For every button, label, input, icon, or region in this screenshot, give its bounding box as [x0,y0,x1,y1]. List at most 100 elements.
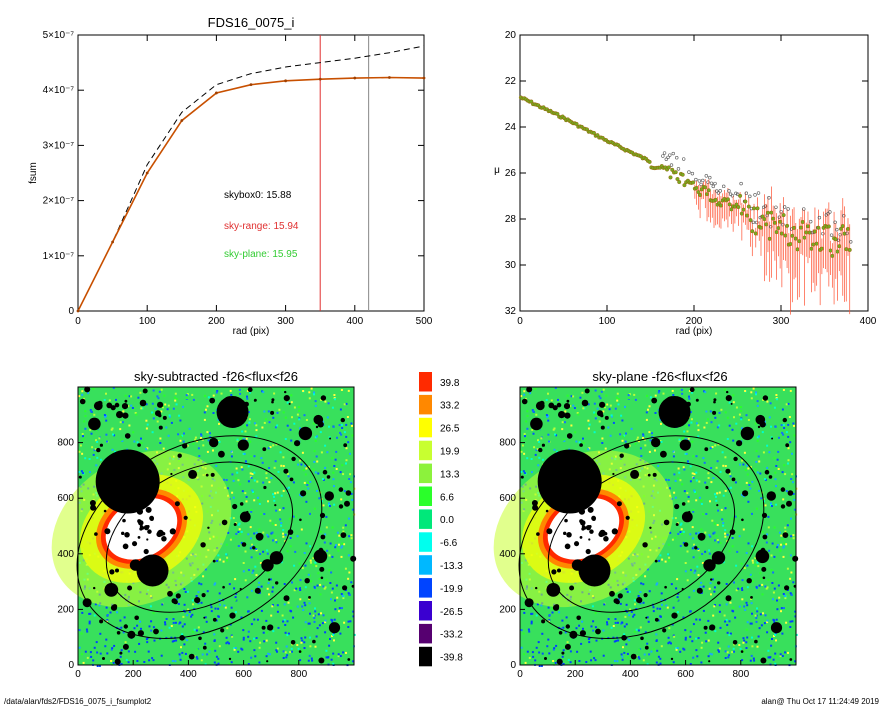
map-pixel [576,412,579,414]
map-pixel [105,606,108,609]
map-pixel [339,471,342,474]
masked-bright-star [537,449,602,514]
mu-point-open [821,231,825,236]
map-pixel [658,390,661,392]
map-pixel [245,495,248,498]
map-pixel [646,642,649,645]
map-pixel [94,603,97,606]
masked-source [158,425,163,430]
mu-point-open [768,224,773,229]
map-pixel [538,651,541,654]
masked-source [183,515,188,520]
map-pixel [131,407,134,409]
masked-source [526,386,533,393]
masked-source [161,536,167,542]
map-pixel [642,601,645,604]
masked-source [713,398,717,402]
masked-source [212,617,217,622]
map-pixel [95,439,97,442]
masked-source [561,651,565,655]
masked-source [345,490,352,496]
map-pixel [528,630,531,633]
map-pixel [711,519,714,522]
map-pixel [726,631,729,634]
map-pixel [262,481,265,484]
map-pixel [329,542,332,545]
map-pixel [715,495,717,498]
map-pixel [298,409,301,412]
map-pixel [188,427,191,430]
masked-source [201,593,206,598]
colorbar-label: 33.2 [440,401,460,412]
map-pixel [725,618,728,621]
map-pixel [222,560,225,563]
map-pixel [261,461,264,464]
map-pixel [541,652,544,655]
map-pixel [234,598,237,601]
map-pixel [96,456,99,459]
map-pixel [81,433,84,435]
masked-source [591,515,597,521]
masked-source [566,433,573,439]
map-pixel [329,505,331,507]
map-pixel [726,416,729,419]
map-pixel [682,541,685,544]
map-pixel [151,431,154,434]
map-pixel [186,639,189,642]
map-pixel [89,409,92,412]
map-pixel [623,625,626,628]
map-pixel [745,628,748,631]
map-pixel [274,492,277,495]
map-pixel [606,623,609,626]
map-pixel [754,468,757,471]
map-pixel [779,653,782,656]
map-pixel [724,529,727,532]
masked-source [726,390,729,394]
map-pixel [783,542,786,545]
masked-source [162,415,167,420]
map-pixel [728,620,731,623]
map-pixel [740,562,743,565]
masked-source [595,628,601,635]
map-pixel [668,487,671,490]
map-pixel [192,443,195,445]
map-pixel [330,598,332,601]
mu-point-open [786,207,790,211]
mu-point [698,192,703,197]
map-pixel [229,623,232,626]
map-pixel [268,593,270,596]
map-pixel [681,392,684,395]
map-pixel [716,524,719,526]
map-pixel [330,658,333,661]
annotation-sky-plane: sky-plane: 15.95 [224,249,298,260]
map-pixel [745,641,748,644]
map-pixel [179,655,182,658]
map-pixel [773,621,776,624]
sky-subtracted-title: sky-subtracted -f26<flux<f26 [134,369,298,384]
masked-source [171,598,177,604]
map-pixel [572,395,575,398]
map-pixel [700,528,703,531]
map-pixel [249,472,252,475]
masked-source [269,551,284,565]
map-xtick-label: 600 [677,669,694,680]
map-pixel [680,533,683,535]
map-pixel [208,650,211,653]
map-pixel [713,605,716,608]
map-pixel [594,413,597,416]
map-pixel [223,478,226,481]
map-pixel [135,413,138,416]
masked-source [555,456,563,464]
map-pixel [145,448,148,451]
mu-point-open [751,220,755,225]
map-pixel [691,472,694,475]
masked-source [624,443,630,449]
map-pixel [163,394,166,397]
colorbar-label: -33.2 [440,630,463,641]
map-pixel [175,398,178,400]
masked-source [119,651,123,655]
map-pixel [591,605,594,608]
map-pixel [792,422,795,425]
sky-subtracted-panel: sky-subtracted -f26<flux<f26 0 200 400 600 8… [51,369,357,680]
masked-source [771,437,774,440]
